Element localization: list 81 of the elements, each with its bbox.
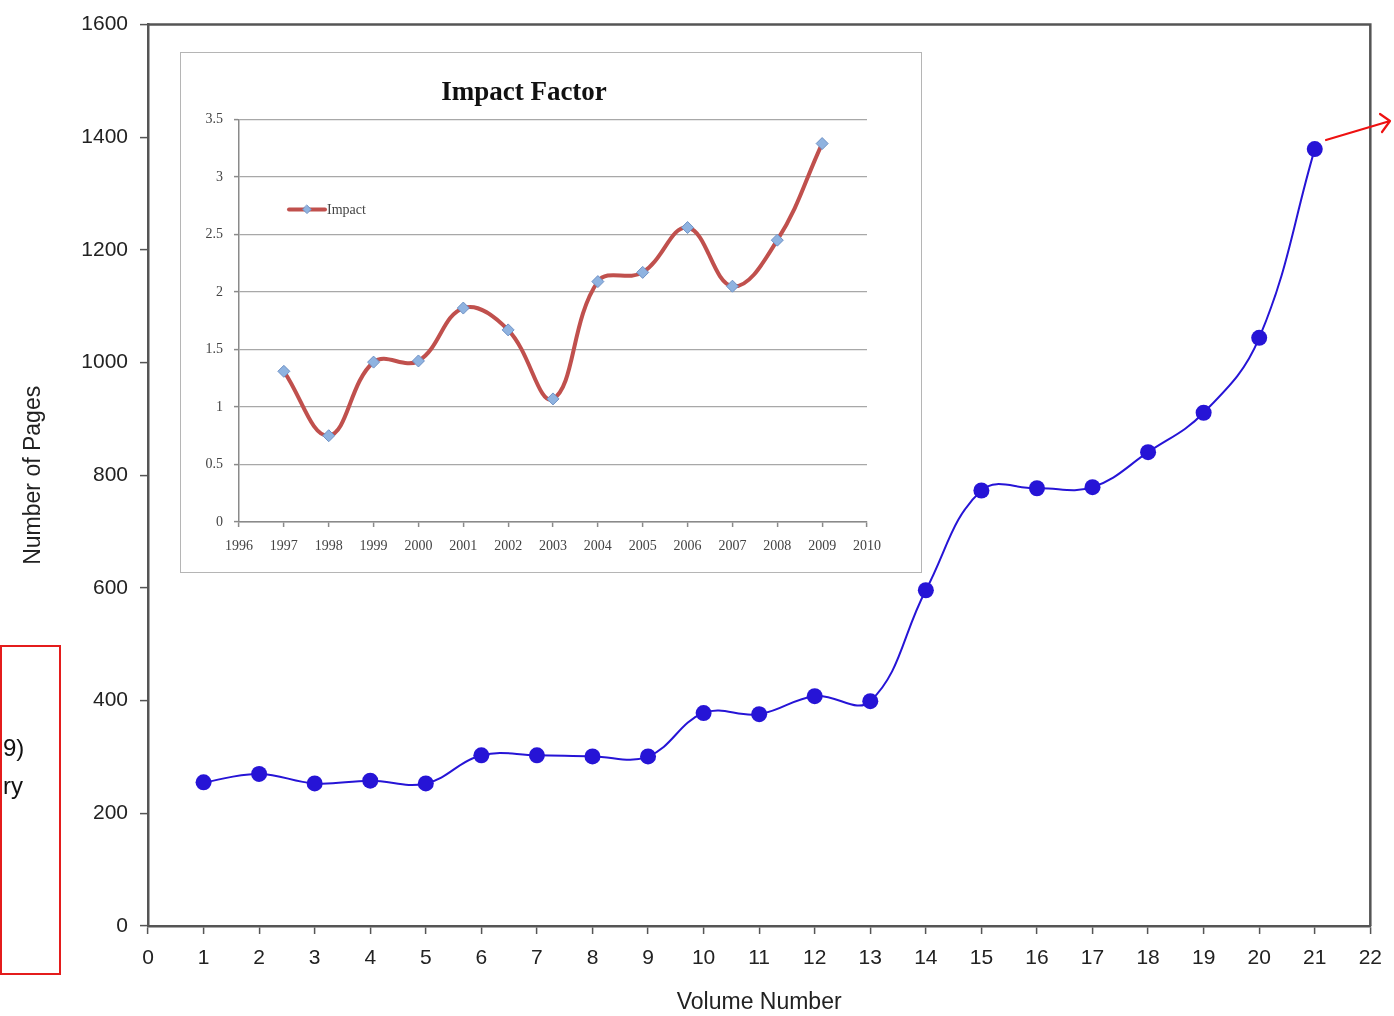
x-tick-label: 8 (586, 945, 599, 969)
y-tick-label: 2 (216, 283, 223, 299)
x-tick-label: 0 (142, 945, 154, 969)
x-tick-label: 4 (364, 945, 377, 969)
point (1084, 479, 1101, 496)
x-tick-label: 5 (419, 945, 432, 969)
point (584, 748, 601, 765)
point (862, 693, 879, 710)
x-tick-label: 1997 (269, 538, 298, 554)
x-tick-label: 18 (1136, 945, 1160, 969)
x-tick-label: 2009 (808, 538, 837, 554)
x-tick-label: 1998 (314, 538, 343, 554)
x-tick-label: 10 (691, 945, 716, 969)
point (695, 705, 712, 722)
point (1306, 141, 1323, 158)
legend-label: Impact (327, 202, 366, 218)
point (306, 775, 323, 792)
point (362, 772, 379, 789)
x-tick-label: 12 (803, 945, 827, 969)
x-tick-label: 2001 (449, 538, 478, 554)
point (973, 482, 990, 499)
chart-title: Impact Factor (441, 76, 607, 107)
point (917, 582, 934, 599)
point (751, 706, 768, 723)
x-tick-label: 16 (1025, 945, 1049, 969)
point (640, 748, 657, 765)
y-tick-label: 1000 (81, 349, 128, 373)
y-tick-label: 600 (92, 574, 128, 598)
y-tick-label: 0 (216, 513, 223, 529)
x-tick-label: 3 (308, 945, 321, 969)
point (1251, 329, 1268, 346)
x-tick-label: 17 (1080, 945, 1105, 969)
y-tick-label: 3 (216, 168, 223, 184)
point (1028, 480, 1045, 497)
y-tick-label: 1200 (81, 236, 128, 260)
x-tick-label: 1996 (225, 538, 253, 554)
x-tick-label: 2003 (539, 538, 567, 554)
text: 9) (3, 734, 25, 762)
y-tick-label: 1 (216, 398, 223, 414)
x-tick-label: 11 (748, 945, 771, 969)
y-tick-label: 800 (92, 462, 128, 486)
point (251, 765, 268, 782)
y-tick-label: 3.5 (205, 111, 223, 127)
x-tick-label: 14 (914, 945, 938, 969)
x-tick-label: 19 (1191, 945, 1216, 969)
y-tick-label: 1400 (81, 124, 128, 148)
y-tick-label: 200 (92, 800, 128, 824)
x-tick-label: 2 (253, 945, 265, 969)
x-tick-label: 6 (475, 945, 488, 969)
x-tick-label: 13 (858, 945, 882, 969)
y-tick-label: 0 (116, 912, 128, 936)
y-axis-title: Number of Pages (19, 385, 46, 565)
point (528, 747, 545, 764)
point (1140, 444, 1157, 461)
x-tick-label: 15 (969, 945, 994, 969)
x-tick-label: 9 (642, 945, 654, 969)
x-tick-label: 2004 (583, 538, 612, 554)
point (195, 774, 212, 791)
point (473, 747, 490, 764)
point (417, 775, 434, 792)
x-tick-label: 2000 (404, 538, 433, 554)
x-tick-label: 1999 (359, 538, 388, 554)
point (1195, 404, 1212, 421)
point (806, 688, 823, 705)
y-tick-label: 2.5 (205, 226, 223, 242)
x-tick-label: 2007 (718, 538, 747, 554)
x-tick-label: 22 (1358, 945, 1382, 969)
x-tick-label: 2006 (673, 538, 702, 554)
x-tick-label: 20 (1247, 945, 1271, 969)
y-tick-label: 0.5 (205, 456, 223, 472)
x-axis-title: Volume Number (676, 987, 842, 1014)
x-tick-label: 21 (1303, 945, 1327, 969)
text: ry (3, 772, 23, 800)
x-tick-label: 2005 (628, 538, 657, 554)
y-tick-label: 1.5 (205, 341, 223, 357)
y-tick-label: 400 (92, 687, 128, 711)
x-tick-label: 2010 (853, 538, 881, 554)
x-tick-label: 7 (531, 945, 543, 969)
y-tick-label: 1600 (81, 11, 128, 35)
x-tick-label: 2002 (494, 538, 523, 554)
x-tick-label: 2008 (763, 538, 792, 554)
